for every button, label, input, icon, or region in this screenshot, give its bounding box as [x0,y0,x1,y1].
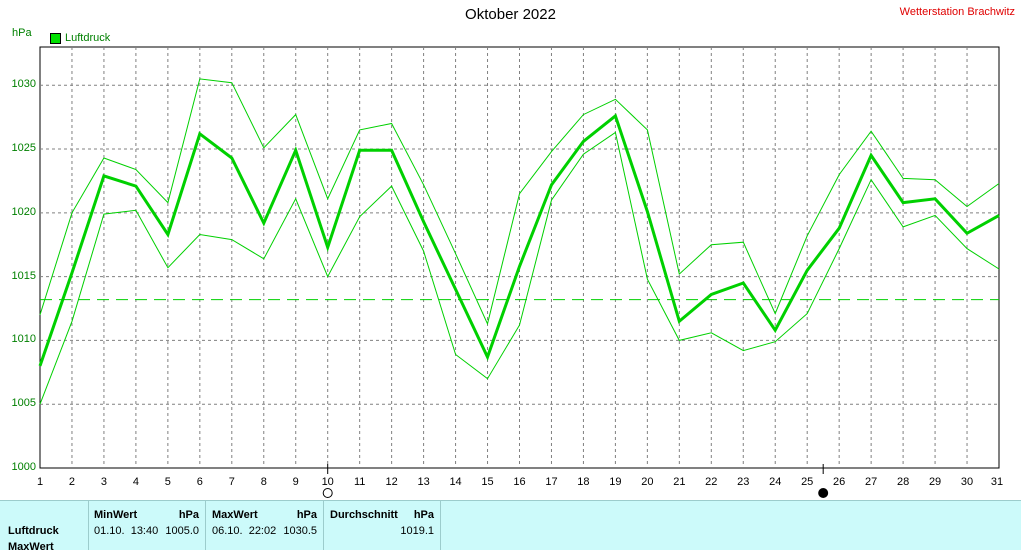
x-tick-label: 17 [545,476,558,488]
x-tick-label: 6 [196,476,203,488]
max-unit: hPa [296,509,317,521]
grid-lines [40,47,999,468]
x-tick-label: 13 [417,476,430,488]
x-tick-label: 20 [641,476,654,488]
x-tick-label: 12 [385,476,398,488]
x-tick-label: 16 [513,476,526,488]
min-cell: MinWert hPa 01.10. 13:40 1005.0 [89,501,206,550]
x-tick-label: 7 [228,476,235,488]
chart-title: Oktober 2022 [465,6,556,23]
x-tick-label: 21 [673,476,686,488]
x-tick-label: 5 [164,476,171,488]
row-label: Luftdruck [8,525,59,537]
new-moon-icon [818,488,829,498]
min-header: MinWert [94,509,138,521]
x-tick-label: 18 [577,476,590,488]
series-line-mean [38,113,1000,367]
max-time: 06.10. 22:02 [212,525,277,537]
x-tick-label: 26 [833,476,846,488]
avg-header: Durchschnitt [330,509,398,521]
x-tick-label: 4 [132,476,139,488]
x-tick-label: 19 [609,476,622,488]
full-moon-icon [322,488,333,498]
y-tick-label: 1000 [11,461,36,473]
data-series [38,78,1000,405]
x-tick-label: 29 [928,476,942,488]
y-tick-label: 1025 [11,142,36,155]
x-tick-label: 2 [68,476,76,488]
y-tick-label: 1020 [11,205,36,218]
y-tick-label: 1005 [11,397,36,410]
row-label-second: MaxWert [8,541,54,550]
x-tick-label: 25 [801,476,814,488]
x-tick-label: 3 [100,476,107,488]
series-line-max [39,78,1000,326]
x-tick-label: 15 [481,476,494,488]
x-tick-label: 9 [292,476,299,488]
legend-label: Luftdruck [65,32,111,44]
avg-value: 1019.1 [400,525,434,537]
statistics-table: Luftdruck MaxWert MinWert hPa 01.10. 13:… [0,500,1021,550]
y-tick-label: 1030 [11,78,36,91]
min-value: 1005.0 [165,525,199,537]
y-axis-unit: hPa [12,27,32,39]
x-tick-label: 8 [260,476,267,488]
avg-cell: Durchschnitt hPa 1019.1 [324,501,441,550]
min-unit: hPa [178,509,199,521]
x-tick-label: 23 [737,476,750,488]
max-value: 1030.5 [283,525,317,537]
legend: Luftdruck [50,32,110,44]
max-header: MaxWert [212,509,258,521]
x-tick-label: 24 [769,476,782,488]
moon-phase-markers [322,464,829,498]
avg-unit: hPa [413,509,434,521]
max-cell: MaxWert hPa 06.10. 22:02 1030.5 [206,501,324,550]
x-tick-label: 31 [990,476,1004,488]
y-tick-label: 1015 [11,269,36,282]
luftdruck-chart [38,46,1000,498]
x-tick-label: 11 [353,476,366,488]
x-tick-label: 28 [896,476,910,488]
x-tick-label: 14 [449,476,462,488]
row-label-cell: Luftdruck MaxWert [0,501,89,550]
legend-swatch [50,32,61,44]
series-line-min [39,131,1000,405]
x-tick-label: 1 [36,476,44,488]
x-tick-label: 10 [321,476,334,488]
x-tick-label: 30 [960,476,974,488]
x-tick-label: 27 [865,476,878,488]
x-tick-label: 22 [705,476,718,488]
min-time: 01.10. 13:40 [94,525,159,537]
y-tick-label: 1010 [11,333,36,346]
station-name: Wetterstation Brachwitz [899,6,1015,18]
